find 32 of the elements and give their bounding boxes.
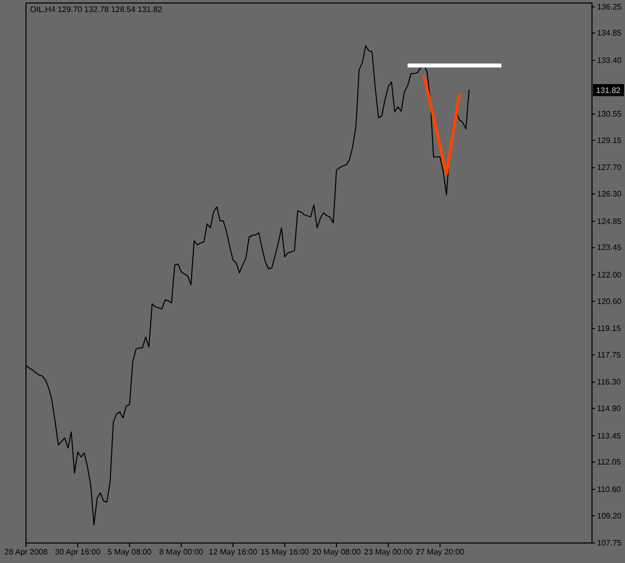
line-series xyxy=(422,73,461,176)
y-tick-label: 127.70 xyxy=(597,163,622,172)
y-tick-label: 133.40 xyxy=(597,56,622,65)
x-tick-label: 12 May 16:00 xyxy=(208,548,258,557)
y-tick-label: 109.20 xyxy=(597,511,622,520)
y-tick-label: 130.55 xyxy=(597,110,622,119)
y-tick-label: 122.00 xyxy=(597,270,622,280)
y-tick-label: 117.75 xyxy=(597,350,622,360)
y-tick-label: 107.75 xyxy=(597,538,622,548)
y-tick-label: 126.30 xyxy=(597,190,622,199)
y-tick-label: 112.05 xyxy=(597,458,622,467)
y-tick-label: 114.90 xyxy=(597,404,622,414)
y-tick-label: 129.15 xyxy=(597,136,622,145)
annotation: 131.82 xyxy=(596,86,622,95)
x-tick-label: 23 May 00:00 xyxy=(364,548,414,557)
y-tick-label: 134.85 xyxy=(597,28,622,38)
y-tick-label: 113.45 xyxy=(597,431,622,440)
y-tick-label: 120.60 xyxy=(597,296,622,306)
y-tick-label: 116.30 xyxy=(597,378,622,387)
y-tick-label: 123.45 xyxy=(597,243,622,252)
y-tick-label: 110.60 xyxy=(597,484,622,494)
chart-title: OIL,H4 129.70 132.78 128.54 131.82 xyxy=(30,5,163,14)
x-tick-label: 28 Apr 2008 xyxy=(4,548,48,557)
x-tick-label: 30 Apr 16:00 xyxy=(55,548,101,557)
y-tick-label: 136.25 xyxy=(597,2,622,12)
x-tick-label: 27 May 20:00 xyxy=(416,548,465,557)
x-tick-label: 8 May 00:00 xyxy=(159,548,204,557)
x-tick-label: 5 May 08:00 xyxy=(107,548,152,557)
y-tick-label: 124.85 xyxy=(597,216,622,226)
x-tick-label: 20 May 08:00 xyxy=(312,548,362,557)
x-tick-label: 15 May 16:00 xyxy=(260,548,310,557)
y-tick-label: 119.15 xyxy=(597,324,622,334)
